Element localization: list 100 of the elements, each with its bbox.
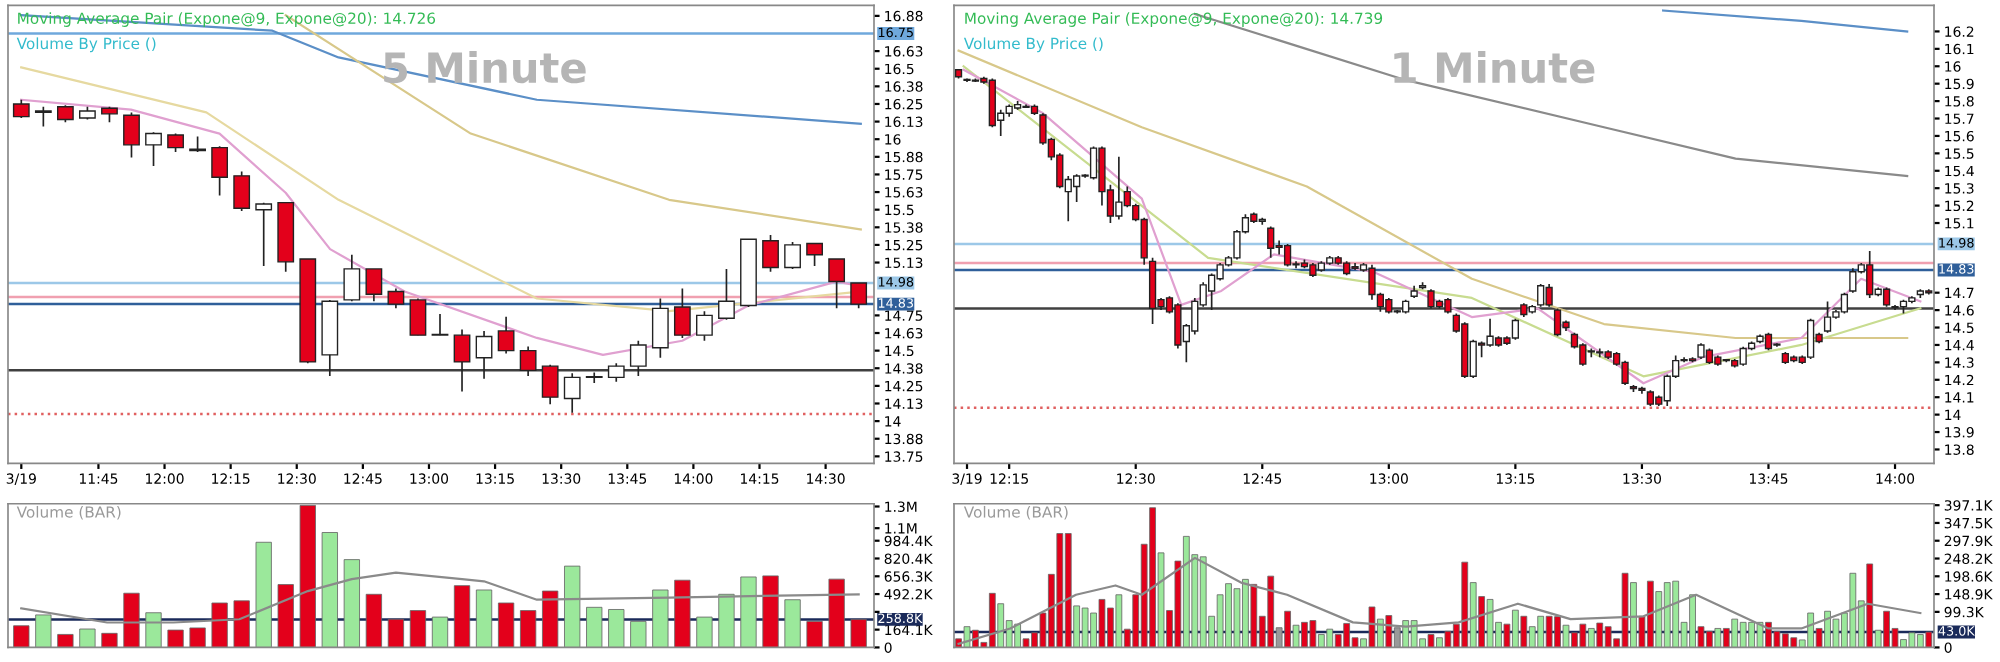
bar (1604, 626, 1612, 648)
candlestick (453, 328, 471, 393)
bar (1326, 628, 1334, 648)
candlestick (1283, 243, 1292, 268)
bar (211, 602, 228, 648)
bar (1444, 630, 1452, 648)
bar (255, 541, 272, 648)
bar (387, 618, 405, 648)
bar (586, 606, 603, 648)
candlestick (409, 297, 427, 336)
bar (79, 628, 96, 648)
bar (542, 590, 559, 648)
candlestick (1427, 288, 1435, 310)
candlestick (365, 268, 383, 303)
line-series (957, 49, 1909, 340)
bar (1579, 623, 1587, 648)
candlestick (629, 339, 647, 377)
bar (1520, 615, 1528, 648)
bar (13, 625, 30, 648)
bar (1486, 599, 1494, 648)
bar (409, 610, 427, 648)
bar (475, 589, 493, 648)
bar (145, 612, 162, 648)
bar (35, 614, 52, 648)
bar (1410, 620, 1418, 648)
candlestick (123, 111, 140, 159)
candlestick (828, 258, 846, 310)
candlestick (1553, 307, 1562, 338)
candlestick (1115, 156, 1123, 221)
candlestick (1511, 317, 1520, 341)
bar (57, 634, 74, 648)
bar (365, 593, 383, 648)
candlestick (1208, 272, 1216, 311)
bar (123, 592, 140, 648)
candlestick (431, 313, 449, 336)
bar (1098, 599, 1106, 648)
bar (1916, 634, 1924, 648)
bar (1461, 561, 1469, 648)
bar (1199, 556, 1207, 648)
candlestick (1148, 257, 1157, 325)
candlestick (1579, 342, 1587, 367)
bar (321, 532, 338, 648)
candlestick (1537, 283, 1545, 308)
bar (1925, 631, 1933, 648)
bar (1309, 620, 1317, 648)
text: 1 Minute (1394, 51, 1595, 84)
bar (1596, 622, 1604, 648)
bar (431, 616, 449, 648)
candlestick (145, 131, 162, 167)
bar (784, 599, 801, 648)
candlestick (519, 345, 537, 377)
bar (1672, 580, 1680, 648)
bar (101, 632, 118, 648)
bar (1790, 637, 1798, 648)
bar (1908, 632, 1916, 648)
candlestick (1739, 345, 1747, 367)
candlestick (34, 105, 52, 128)
bar (1587, 628, 1595, 648)
bar (189, 627, 206, 648)
bar (1250, 583, 1258, 648)
candlestick (211, 145, 229, 197)
bar (1182, 535, 1190, 648)
candlestick (651, 297, 669, 359)
candlestick (563, 372, 581, 414)
candlestick (1807, 317, 1815, 360)
line-series (20, 571, 860, 624)
candlestick (387, 287, 405, 310)
bar (1545, 615, 1553, 648)
candlestick (1545, 283, 1553, 308)
bar (1562, 624, 1570, 648)
bar (299, 504, 316, 648)
line-series (20, 14, 862, 125)
bar (1866, 563, 1874, 648)
bar (762, 575, 779, 648)
candlestick (1849, 267, 1857, 294)
candlestick (12, 98, 30, 119)
candlestick (1267, 225, 1275, 259)
candlestick (696, 310, 713, 342)
bar (233, 600, 250, 648)
bar (850, 618, 867, 648)
bar (608, 609, 625, 648)
bar (740, 576, 757, 648)
candlestick (1073, 173, 1081, 203)
bar (674, 579, 691, 648)
candlestick (1368, 263, 1376, 301)
bar (1756, 621, 1764, 648)
candlestick (1621, 359, 1629, 386)
bar (1537, 615, 1545, 648)
candlestick (718, 268, 735, 321)
bar (828, 578, 845, 648)
candlestick (233, 170, 251, 212)
bar (1781, 633, 1789, 648)
bar (1056, 533, 1064, 648)
candlestick (1882, 286, 1891, 308)
candlestick (497, 315, 515, 355)
bar (988, 592, 996, 648)
bar (167, 629, 184, 648)
bar (1832, 618, 1840, 648)
bar (1714, 628, 1722, 648)
bar (696, 616, 713, 648)
